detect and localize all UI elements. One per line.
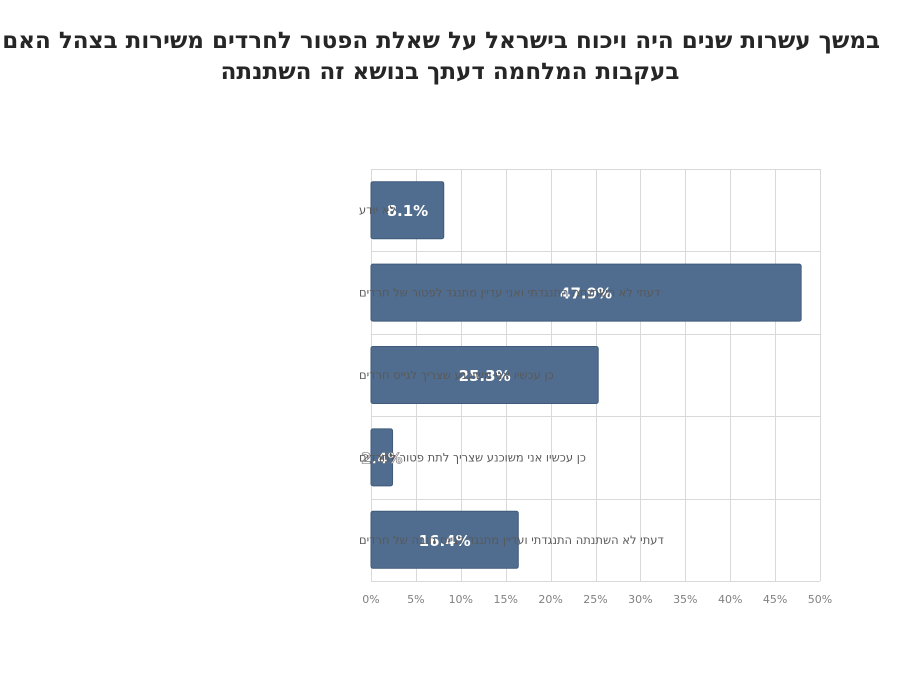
category-label: לא יודע [359, 203, 396, 217]
chart-title: במשך עשרות שנים היה ויכוח בישראל על שאלת… [2, 26, 880, 88]
x-tick-label: 15% [493, 593, 517, 606]
grid-lines [371, 169, 821, 582]
category-label: כן עכשיו אני משוכנע שצריך לגייס חרדים [359, 368, 554, 382]
chart-title-line-2: בעקבות המלחמה דעתך בנושא זה השתנתה [220, 59, 680, 85]
category-label: דעתי לא השתנתה התנגדתי ואני עדיין מתנגד … [359, 286, 660, 300]
data-label: 2.4% [361, 449, 403, 467]
bar [370, 428, 394, 487]
chart-title-line-1: במשך עשרות שנים היה ויכוח בישראל על שאלת… [2, 28, 880, 54]
x-tick-label: 20% [538, 593, 562, 606]
x-tick-label: 5% [407, 593, 424, 606]
x-tick-label: 35% [673, 593, 697, 606]
x-tick-label: 30% [628, 593, 652, 606]
bar [370, 181, 445, 240]
x-tick-label: 50% [808, 593, 832, 606]
category-label: כן עכשיו אני משוכנע שצריך לתת פטור לחרדי… [359, 450, 586, 464]
data-label: 8.1% [387, 202, 429, 220]
bars [370, 181, 802, 569]
bar [370, 346, 599, 404]
data-label: 47.9% [560, 285, 612, 303]
x-tick-labels: 0% 5% 10% 15% 20% 25% 30% 35% 40% 45% 50% [362, 593, 832, 606]
bar [370, 263, 802, 322]
category-labels: לא יודע דעתי לא השתנתה התנגדתי ואני עדיין… [359, 203, 664, 547]
x-tick-label: 45% [763, 593, 787, 606]
x-tick-label: 40% [718, 593, 742, 606]
data-label: 25.3% [459, 367, 511, 385]
bar [370, 510, 519, 569]
x-tick-label: 25% [583, 593, 607, 606]
x-tick-label: 10% [449, 593, 473, 606]
category-label: דעתי לא השתנתה התנגדתי ועדיין מתנגד לגיו… [359, 533, 664, 547]
data-label: 16.4% [419, 532, 471, 550]
x-tick-label: 0% [362, 593, 379, 606]
data-labels: 8.1% 47.9% 25.3% 2.4% 16.4% [361, 202, 612, 550]
